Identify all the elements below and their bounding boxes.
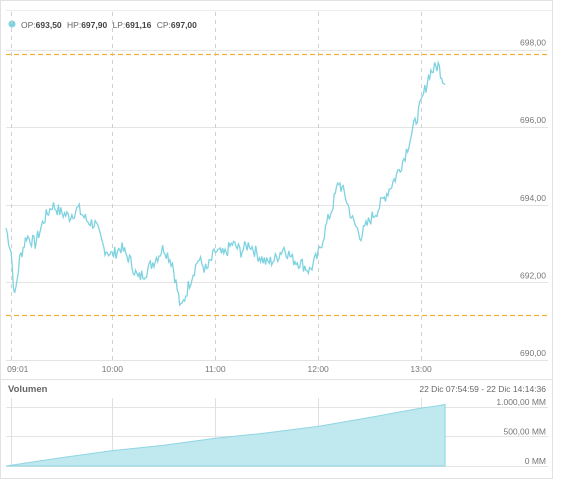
price-x-tick-label: 10:00 <box>102 364 124 374</box>
price-line <box>5 60 446 307</box>
volume-y-tick-label: 0 MM <box>525 456 546 466</box>
price-x-tick-label: 12:00 <box>308 364 330 374</box>
volume-y-tick-label: 500,00 MM <box>503 426 546 436</box>
price-series <box>5 60 446 307</box>
hp-label: HP: <box>67 20 81 30</box>
price-y-tick-label: 696,00 <box>520 115 546 125</box>
price-y-tick-label: 698,00 <box>520 38 546 48</box>
price-guide-lines <box>6 53 548 317</box>
price-x-tick-label: 11:00 <box>205 364 226 374</box>
cp-value: 697,00 <box>171 20 197 30</box>
op-label: OP: <box>21 20 36 30</box>
price-x-tick-label: 09:01 <box>7 364 29 374</box>
lp-label: LP: <box>113 20 126 30</box>
price-y-tick-label: 694,00 <box>520 193 546 203</box>
price-y-tick-labels: 690,00 692,00 694,00 696,00 698,00 <box>520 38 546 358</box>
op-value: 693,50 <box>36 20 62 30</box>
volume-y-tick-labels: 0 MM 500,00 MM 1.000,00 MM <box>496 397 546 466</box>
price-x-tick-labels: 09:01 10:00 11:00 12:00 13:00 <box>7 364 432 374</box>
volume-area <box>5 403 446 467</box>
volume-range-text: 22 Dic 07:54:59 - 22 Dic 14:14:36 <box>419 384 546 394</box>
price-grid <box>6 12 548 361</box>
lp-value: 691,16 <box>125 20 151 30</box>
volume-series <box>5 403 446 467</box>
svg-text:OP:693,50 HP:697,90: OP:693,50 HP:697,90 LP:691,16 CP:697,00 <box>21 20 197 30</box>
volume-title: Volumen <box>8 384 48 395</box>
volume-header-bar <box>1 380 552 396</box>
volume-y-tick-label: 1.000,00 MM <box>496 397 546 407</box>
price-y-tick-label: 692,00 <box>520 270 546 280</box>
price-y-tick-label: 690,00 <box>520 348 546 358</box>
hp-value: 697,90 <box>81 20 107 30</box>
cp-label: CP: <box>157 20 171 30</box>
price-x-tick-label: 13:00 <box>410 364 432 374</box>
